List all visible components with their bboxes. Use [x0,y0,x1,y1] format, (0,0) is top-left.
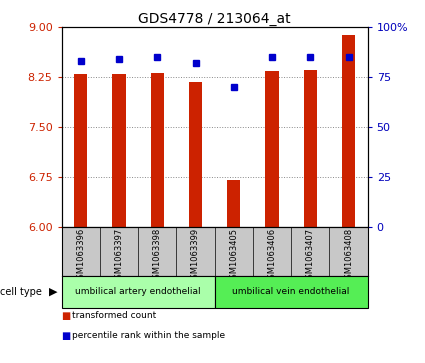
Bar [74,74,88,227]
Text: umbilical vein endothelial: umbilical vein endothelial [232,287,350,296]
Text: GSM1063399: GSM1063399 [191,228,200,284]
Text: ■: ■ [62,331,71,342]
Title: GDS4778 / 213064_at: GDS4778 / 213064_at [138,12,291,26]
Text: umbilical artery endothelial: umbilical artery endothelial [75,287,201,296]
Text: ▶: ▶ [49,287,57,297]
Text: GSM1063397: GSM1063397 [114,228,124,284]
Text: cell type: cell type [0,287,42,297]
Bar [265,71,279,227]
Text: GSM1063405: GSM1063405 [229,228,238,284]
Bar [189,82,202,227]
Text: GSM1063398: GSM1063398 [153,228,162,284]
Text: GSM1063396: GSM1063396 [76,228,85,284]
Bar [227,180,241,227]
Bar [112,74,126,227]
Text: transformed count: transformed count [72,311,156,321]
Text: GSM1063408: GSM1063408 [344,228,353,284]
Text: ■: ■ [62,311,71,322]
Text: percentile rank within the sample: percentile rank within the sample [72,331,225,340]
Bar [150,73,164,227]
Text: GSM1063406: GSM1063406 [267,228,277,284]
Bar [342,35,355,227]
Bar [303,70,317,227]
Text: GSM1063407: GSM1063407 [306,228,315,284]
